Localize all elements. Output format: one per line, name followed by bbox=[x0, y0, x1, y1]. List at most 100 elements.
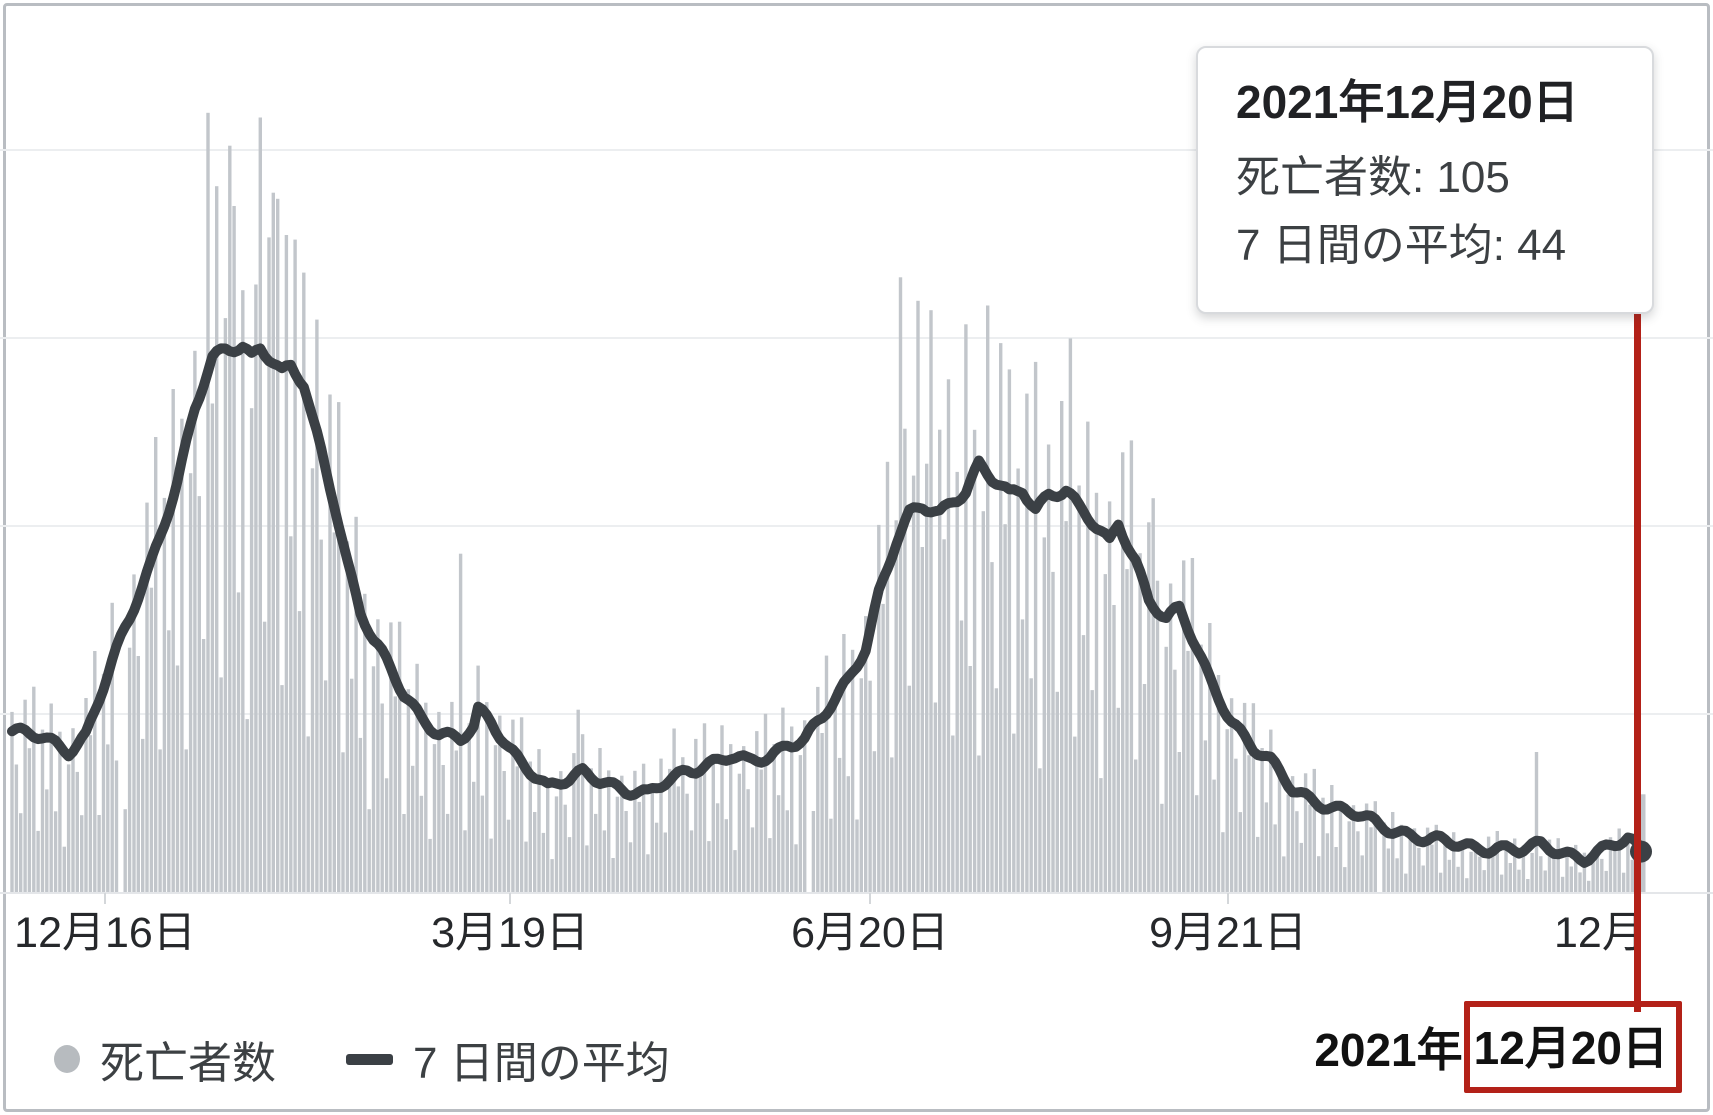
daily-bar bbox=[276, 198, 280, 894]
daily-bar bbox=[1469, 851, 1473, 893]
daily-bar bbox=[332, 532, 336, 893]
daily-bar bbox=[1221, 832, 1225, 893]
daily-bar bbox=[289, 536, 293, 893]
daily-bar bbox=[676, 786, 681, 893]
daily-bar bbox=[528, 761, 532, 893]
daily-bar bbox=[1012, 733, 1016, 893]
daily-bar bbox=[454, 750, 458, 893]
daily-bar bbox=[1499, 874, 1504, 893]
daily-bar bbox=[1142, 684, 1147, 893]
daily-bar bbox=[715, 803, 720, 893]
legend-item-deaths: 死亡者数 bbox=[54, 1027, 276, 1091]
daily-bar bbox=[180, 418, 184, 893]
daily-bar bbox=[450, 701, 454, 893]
daily-bar bbox=[345, 541, 350, 893]
daily-bar bbox=[1425, 827, 1430, 893]
daily-bar bbox=[84, 698, 88, 893]
daily-bar bbox=[106, 744, 110, 893]
daily-bar bbox=[811, 811, 816, 893]
daily-bar bbox=[1103, 574, 1107, 893]
daily-bar bbox=[1600, 858, 1604, 893]
daily-bar bbox=[93, 651, 97, 893]
legend-label-deaths: 死亡者数 bbox=[100, 1039, 276, 1088]
daily-bar bbox=[1138, 553, 1142, 893]
daily-bar bbox=[145, 502, 149, 893]
daily-bar bbox=[154, 437, 158, 893]
daily-bar bbox=[1491, 850, 1495, 893]
daily-bar bbox=[1134, 759, 1138, 893]
daily-bar bbox=[711, 754, 715, 893]
daily-bar bbox=[1343, 867, 1347, 893]
daily-bar bbox=[1534, 752, 1539, 893]
daily-bar bbox=[1430, 844, 1434, 893]
daily-bar bbox=[1229, 698, 1234, 893]
daily-bar bbox=[271, 192, 275, 893]
daily-bar bbox=[1334, 847, 1338, 893]
daily-bar bbox=[563, 804, 567, 893]
daily-bar bbox=[890, 757, 894, 893]
daily-bar bbox=[746, 789, 750, 893]
daily-bar bbox=[646, 854, 650, 893]
daily-bar bbox=[1160, 803, 1164, 893]
daily-bar bbox=[358, 737, 363, 893]
daily-bar bbox=[36, 830, 40, 893]
daily-bar bbox=[1587, 880, 1591, 893]
daily-bar bbox=[654, 822, 659, 893]
daily-bar bbox=[1190, 558, 1195, 893]
date-cursor-line[interactable] bbox=[1634, 312, 1641, 1012]
daily-bar bbox=[785, 810, 789, 893]
daily-bar bbox=[1412, 828, 1417, 893]
daily-bar bbox=[1569, 866, 1573, 893]
daily-bar bbox=[1208, 623, 1212, 893]
daily-bar bbox=[1338, 802, 1343, 893]
daily-bar bbox=[546, 778, 550, 893]
x-axis-label: 3月19日 bbox=[431, 909, 589, 957]
selected-date-prefix: 2021年 bbox=[1314, 1024, 1463, 1076]
daily-bar bbox=[951, 735, 955, 893]
daily-bar bbox=[820, 733, 824, 893]
daily-bar bbox=[1513, 838, 1517, 893]
daily-bar bbox=[1386, 848, 1391, 893]
daily-bar bbox=[1473, 842, 1478, 893]
daily-bar bbox=[842, 634, 846, 893]
daily-bar bbox=[1238, 812, 1242, 893]
daily-bar bbox=[515, 766, 519, 893]
selected-date-highlight-box: 12月20日 bbox=[1463, 1001, 1682, 1093]
daily-bar bbox=[942, 539, 946, 893]
daily-bar bbox=[933, 702, 938, 893]
daily-bar bbox=[1621, 872, 1626, 893]
daily-bar bbox=[611, 858, 615, 893]
daily-bar bbox=[201, 639, 206, 893]
legend-label-average: 7 日間の平均 bbox=[413, 1039, 670, 1088]
daily-bar bbox=[53, 811, 58, 893]
tooltip-average: 7 日間の平均: 44 bbox=[1236, 221, 1567, 270]
average-line bbox=[7, 341, 1646, 868]
daily-bar bbox=[376, 619, 380, 893]
daily-bar bbox=[441, 765, 445, 893]
daily-bar bbox=[707, 841, 711, 893]
x-axis-label: 12月 bbox=[1554, 909, 1645, 957]
daily-bar bbox=[284, 235, 289, 893]
daily-bar bbox=[816, 686, 820, 893]
daily-bar bbox=[659, 758, 663, 893]
daily-bar bbox=[594, 813, 598, 893]
deaths-dot-icon bbox=[54, 1045, 80, 1073]
daily-bar bbox=[1626, 837, 1630, 893]
tooltip: 2021年12月20日 死亡者数: 105 7 日間の平均: 44 bbox=[1196, 46, 1654, 314]
daily-bar bbox=[1460, 841, 1465, 893]
daily-bar bbox=[1147, 522, 1151, 893]
x-axis: 12月16日 3月19日 6月20日 9月21日 12月 bbox=[0, 908, 1713, 960]
daily-bar bbox=[1504, 845, 1508, 893]
daily-bar bbox=[1073, 736, 1077, 893]
daily-bar bbox=[986, 305, 990, 893]
daily-bar bbox=[1613, 849, 1617, 893]
daily-bar bbox=[193, 350, 197, 893]
x-axis-label: 12月16日 bbox=[14, 909, 196, 957]
daily-bar bbox=[1364, 803, 1369, 893]
daily-bar bbox=[476, 665, 480, 893]
daily-bar bbox=[737, 773, 742, 893]
daily-bar bbox=[258, 117, 262, 893]
daily-bar bbox=[1003, 524, 1007, 893]
daily-bar bbox=[206, 112, 210, 894]
daily-bar bbox=[946, 379, 951, 893]
